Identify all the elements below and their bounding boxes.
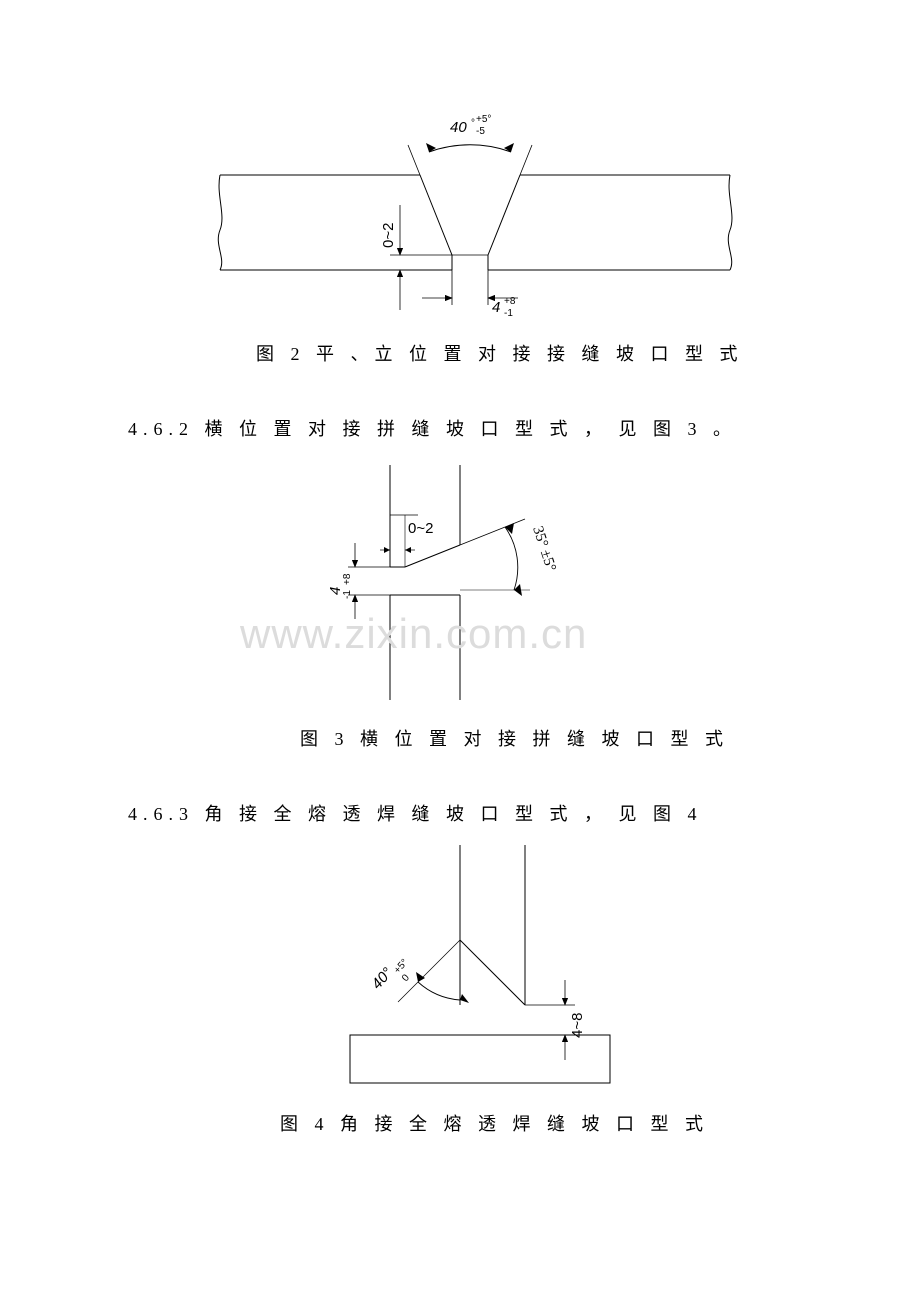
- paragraph-4-6-3: 4.6.3 角 接 全 熔 透 焊 缝 坡 口 型 式 ， 见 图 4: [128, 800, 703, 826]
- figure-4-caption: 图 4 角 接 全 熔 透 焊 缝 坡 口 型 式: [280, 1110, 709, 1136]
- fig3-root-face: 0~2: [408, 520, 433, 537]
- figure-3-diagram: 35° ±5° 0~2 4 +8 -1: [300, 455, 640, 715]
- paragraph-4-6-2: 4.6.2 横 位 置 对 接 拼 缝 坡 口 型 式 ， 见 图 3 。: [128, 415, 737, 441]
- fig3-angle-label: 35° ±5°: [529, 524, 559, 573]
- fig2-gap-main: 4: [492, 299, 500, 316]
- fig2-gap-tol-top: +8: [504, 296, 516, 307]
- document-page: 40 +5° -5 ° 0~2 4 +8 -1 图 2 平 、立 位 置 对 接…: [0, 0, 920, 1302]
- fig2-root-face: 0~2: [380, 223, 397, 248]
- fig3-gap-tol-top: +8: [342, 573, 353, 585]
- figure-4-diagram: 40° +5° 0 4~8: [290, 840, 670, 1100]
- fig4-gap-label: 4~8: [569, 1013, 586, 1038]
- figure-2-caption: 图 2 平 、立 位 置 对 接 接 缝 坡 口 型 式: [256, 340, 744, 366]
- fig2-gap-tol-bot: -1: [504, 308, 513, 319]
- fig4-angle-tol-top: +5°: [392, 957, 410, 976]
- fig2-angle-main: 40: [450, 119, 467, 136]
- fig4-angle-tol-bot: 0: [400, 972, 412, 984]
- fig2-angle-tol-top: +5°: [476, 114, 491, 125]
- watermark-text: www.zixin.com.cn: [240, 610, 587, 658]
- fig3-gap-tol-bot: -1: [342, 590, 353, 599]
- figure-3-caption: 图 3 横 位 置 对 接 拼 缝 坡 口 型 式: [300, 725, 729, 751]
- fig2-degree-sym: °: [471, 118, 475, 129]
- figure-2-diagram: 40 +5° -5 ° 0~2 4 +8 -1: [190, 80, 790, 340]
- fig2-angle-tol-bot: -5: [476, 126, 485, 137]
